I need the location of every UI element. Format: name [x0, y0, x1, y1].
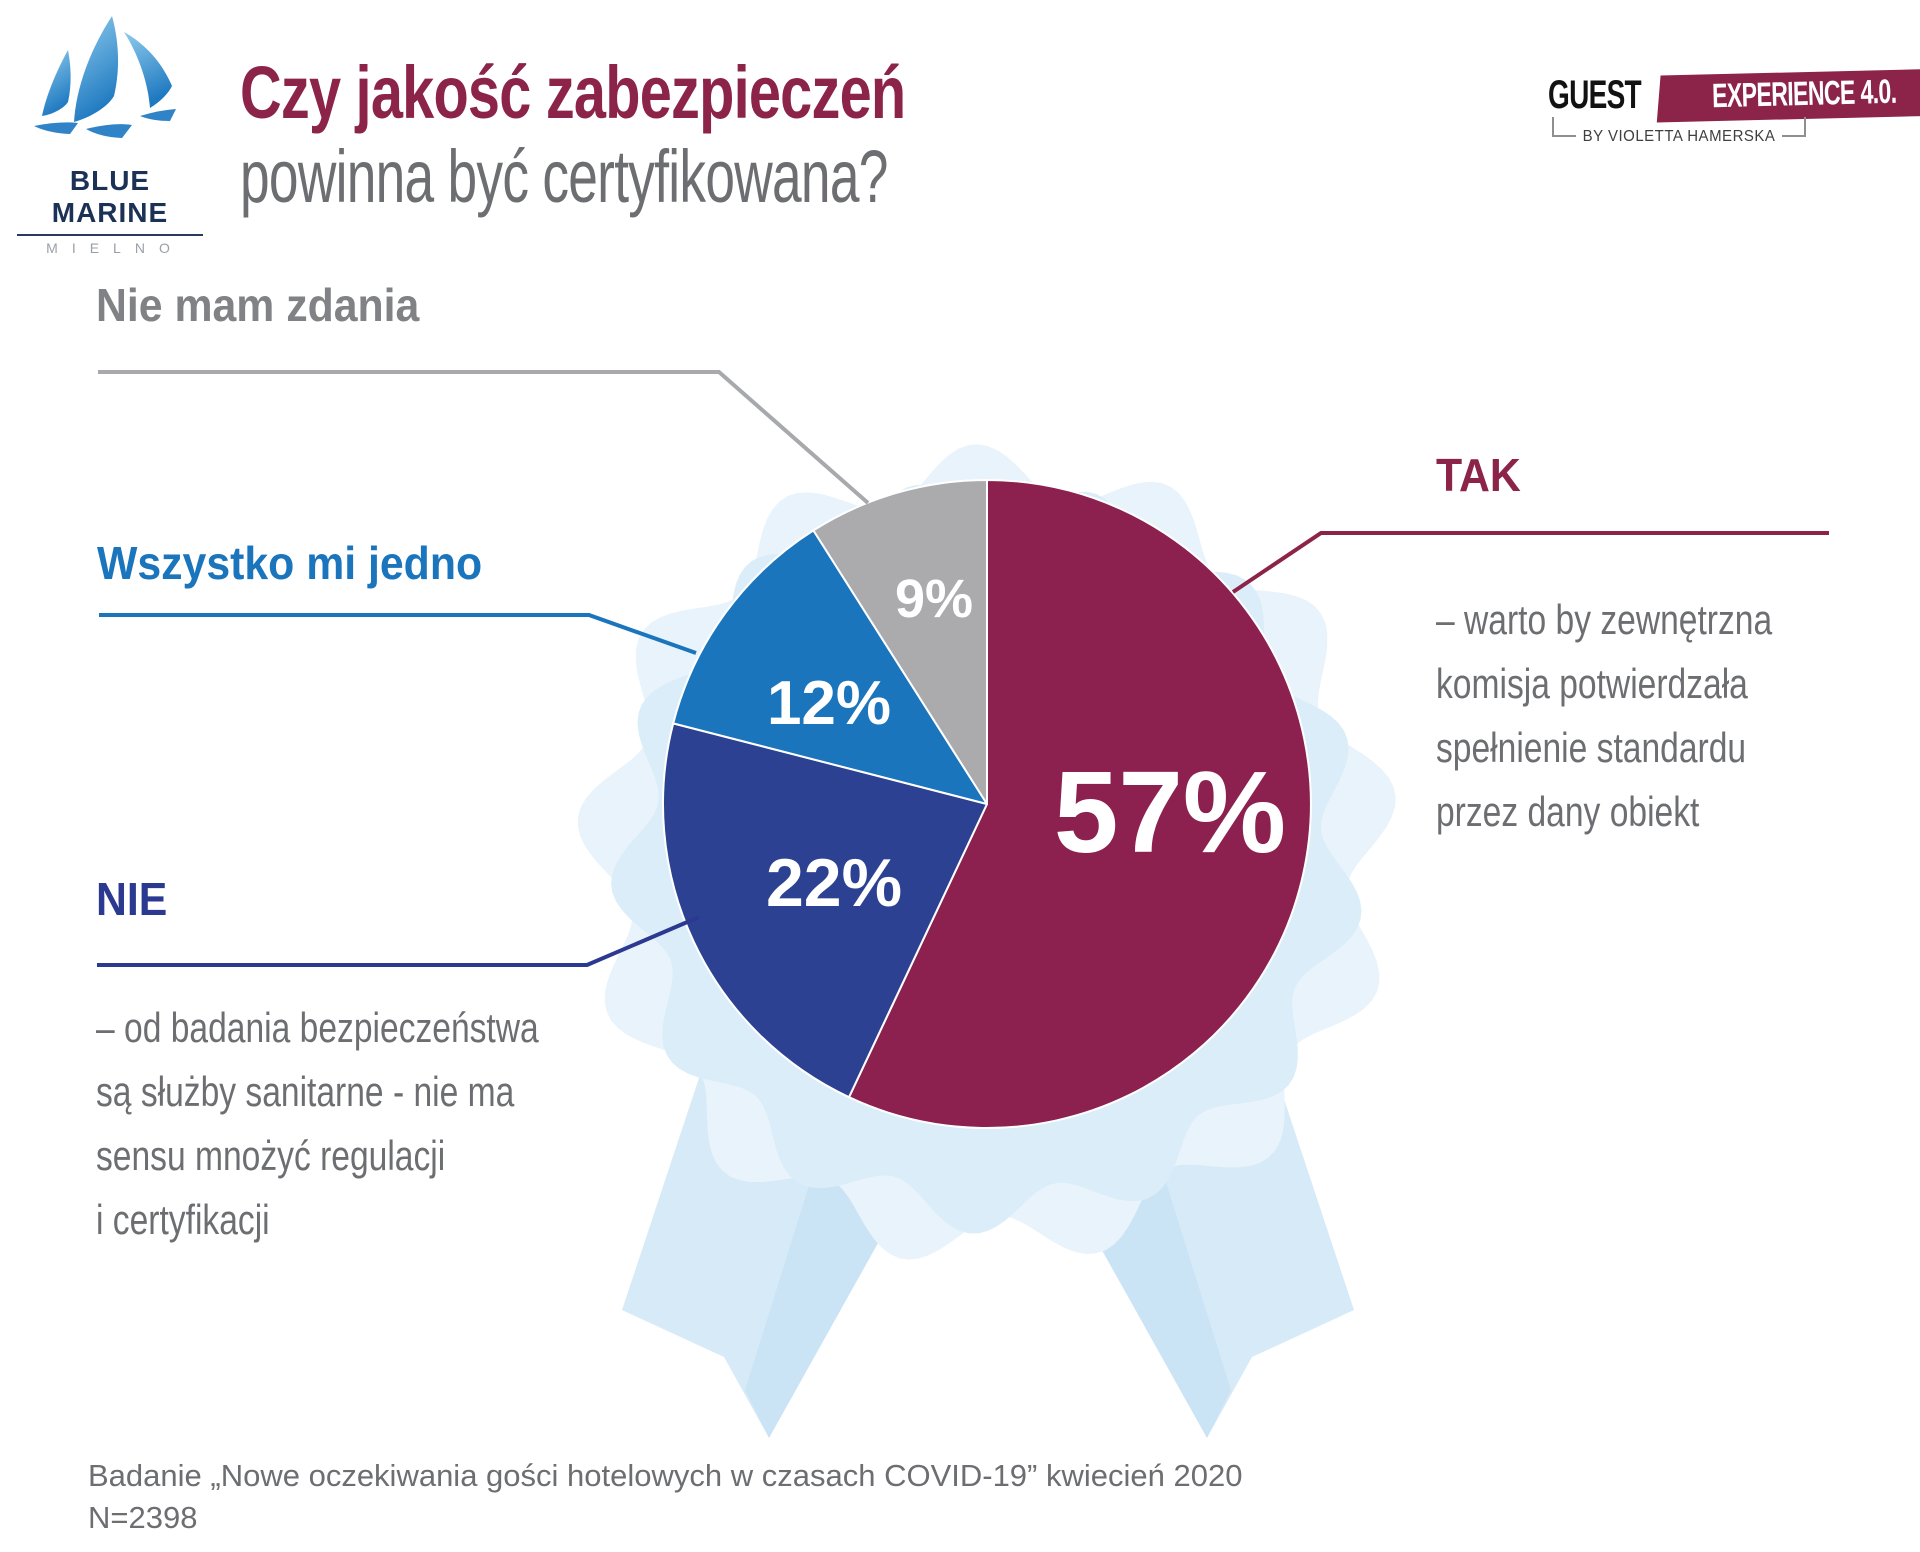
pie-slice-nie-mam-zdania [812, 479, 988, 805]
callout-leader-lines [97, 370, 1829, 967]
sailboat-icon [34, 16, 176, 138]
pie-value-label-wszystko-mi-jedno: 12% [767, 669, 891, 738]
leader-line-nie [97, 915, 700, 967]
brand-city: MIELNO [46, 240, 184, 256]
callout-description-tak: – warto by zewnętrzna komisja potwierdza… [1436, 596, 1773, 835]
experience-label: EXPERIENCE 4.0. [1711, 72, 1897, 116]
guest-label: GUEST [1548, 73, 1642, 117]
pie-value-label-tak: 57% [1054, 747, 1286, 877]
pie-slice-nie [662, 722, 988, 1099]
pie-value-label-nie: 22% [766, 845, 902, 921]
pie-slice-tak [848, 479, 1312, 1129]
leader-line-wszystko-mi-jedno [99, 613, 697, 655]
callout-label-nie: NIE [96, 873, 168, 925]
footer-study-source: Badanie „Nowe oczekiwania gości hotelowy… [88, 1458, 1243, 1493]
page-title-line2: powinna być certyfikowana? [240, 135, 888, 218]
leader-line-nie-mam-zdania [98, 370, 870, 505]
bracket-line-left [1554, 135, 1576, 137]
byline-bracket: BY VIOLETTA HAMERSKA [1552, 117, 1806, 146]
pie-value-label-nie-mam-zdania: 9% [895, 569, 973, 629]
page-title: Czy jakość zabezpieczeń powinna być cert… [240, 52, 1140, 218]
callout-label-tak: TAK [1436, 449, 1521, 501]
byline-label: BY VIOLETTA HAMERSKA [1582, 127, 1776, 145]
brand-divider [17, 234, 203, 236]
blue-marine-logo: BLUE MARINE MIELNO [14, 10, 206, 256]
callout-label-nie-mam-zdania: Nie mam zdania [96, 279, 420, 331]
callout-label-wszystko-mi-jedno: Wszystko mi jedno [97, 537, 483, 589]
footer-sample-size: N=2398 [88, 1500, 198, 1535]
callout-description-nie: – od badania bezpieczeństwa są służby sa… [96, 1004, 539, 1243]
guest-experience-logo: GUEST EXPERIENCE 4.0. BY VIOLETTA HAMERS… [1548, 68, 1920, 146]
bracket-tick-right [1804, 117, 1806, 137]
brand-name: BLUE MARINE [51, 165, 169, 228]
leader-line-tak [1231, 531, 1829, 594]
bracket-line-right [1782, 135, 1804, 137]
bracket-tick-left [1552, 117, 1554, 137]
page-title-line1: Czy jakość zabezpieczeń [240, 51, 906, 134]
pie-chart: 57% 22% 12%9% [662, 479, 1312, 1129]
experience-box: EXPERIENCE 4.0. [1656, 68, 1920, 123]
pie-slice-wszystko-mi-jedno [672, 529, 988, 805]
